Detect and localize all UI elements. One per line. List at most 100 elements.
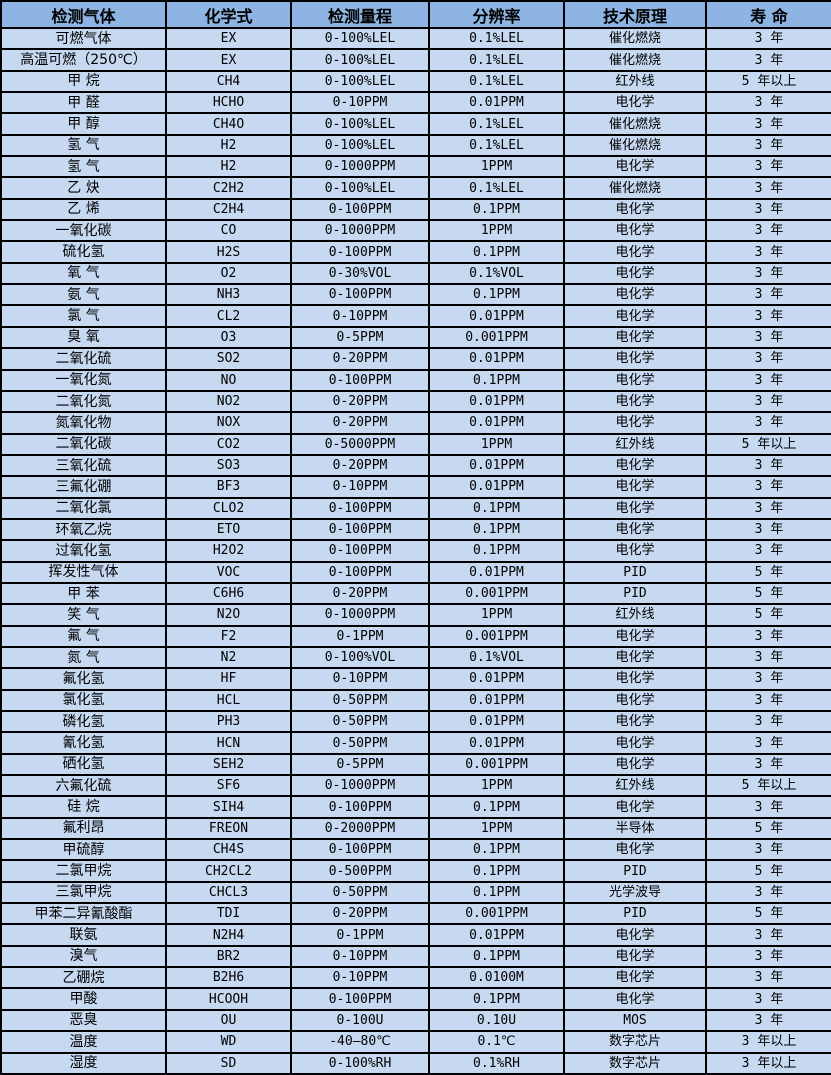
table-cell: 0.01PPM bbox=[428, 389, 565, 414]
table-cell: ETO bbox=[165, 517, 292, 542]
table-cell: 0-50PPM bbox=[290, 880, 430, 905]
table-cell: CH4 bbox=[165, 69, 292, 94]
table-cell: 0-5PPM bbox=[290, 325, 430, 350]
table-cell: 0-1000PPM bbox=[290, 774, 430, 798]
table-cell: 电化学 bbox=[563, 304, 707, 328]
table-row: 高温可燃（250℃） EX 0-100%LEL 0.1%LEL 催化燃烧 3 年 bbox=[0, 48, 831, 72]
table-cell: 5 年 bbox=[705, 560, 831, 584]
table-cell: 1PPM bbox=[428, 155, 565, 179]
table-cell: 0.1PPM bbox=[428, 987, 565, 1011]
table-cell: 5 年 bbox=[705, 902, 831, 926]
table-cell: 0.1%LEL bbox=[428, 112, 565, 136]
table-cell: 0.001PPM bbox=[428, 624, 565, 648]
table-cell: 0.01PPM bbox=[428, 560, 565, 584]
table-cell: 0-100PPM bbox=[290, 539, 430, 563]
table-row: 湿度 SD 0-100%RH 0.1%RH 数字芯片 3 年以上 bbox=[0, 1051, 831, 1075]
table-cell: 3 年 bbox=[705, 795, 831, 819]
table-cell: 0-100PPM bbox=[290, 560, 430, 584]
table-row: 磷化氢 PH3 0-50PPM 0.01PPM 电化学 3 年 bbox=[0, 709, 831, 734]
table-cell: 0-100%LEL bbox=[290, 69, 430, 94]
table-cell: PID bbox=[563, 560, 707, 584]
table-cell: 0-100PPM bbox=[290, 496, 430, 520]
table-row: 氨 气 NH3 0-100PPM 0.1PPM 电化学 3 年 bbox=[0, 283, 831, 307]
table-cell: CHCL3 bbox=[165, 880, 292, 905]
table-cell: N2H4 bbox=[165, 923, 292, 947]
table-cell: 0.1%LEL bbox=[428, 48, 565, 72]
table-cell: 一氧化氮 bbox=[0, 368, 167, 392]
table-cell: F2 bbox=[165, 624, 292, 648]
table-cell: 红外线 bbox=[563, 774, 707, 798]
table-cell: 0.01PPM bbox=[428, 731, 565, 755]
table-cell: 红外线 bbox=[563, 432, 707, 456]
table-row: 二氧化氯 CLO2 0-100PPM 0.1PPM 电化学 3 年 bbox=[0, 496, 831, 520]
table-cell: 3 年以上 bbox=[705, 1030, 831, 1054]
table-cell: 电化学 bbox=[563, 283, 707, 307]
table-cell: 溴气 bbox=[0, 944, 167, 969]
table-cell: 0-100PPM bbox=[290, 368, 430, 392]
table-cell: 电化学 bbox=[563, 517, 707, 542]
table-cell: 二氯甲烷 bbox=[0, 859, 167, 883]
table-cell: 电化学 bbox=[563, 795, 707, 819]
table-row: 联氨 N2H4 0-1PPM 0.01PPM 电化学 3 年 bbox=[0, 923, 831, 947]
table-cell: 乙硼烷 bbox=[0, 966, 167, 990]
table-cell: 电化学 bbox=[563, 240, 707, 264]
table-cell: SD bbox=[165, 1051, 292, 1075]
table-cell: 电化学 bbox=[563, 923, 707, 947]
table-row: 乙 烯 C2H4 0-100PPM 0.1PPM 电化学 3 年 bbox=[0, 197, 831, 222]
table-cell: NOX bbox=[165, 411, 292, 435]
table-cell: 3 年 bbox=[705, 389, 831, 414]
table-cell: 电化学 bbox=[563, 667, 707, 691]
table-cell: 电化学 bbox=[563, 987, 707, 1011]
table-row: 甲 烷 CH4 0-100%LEL 0.1%LEL 红外线 5 年以上 bbox=[0, 69, 831, 94]
table-cell: 0.1PPM bbox=[428, 197, 565, 222]
table-cell: 六氟化硫 bbox=[0, 774, 167, 798]
table-cell: 甲 醛 bbox=[0, 91, 167, 115]
table-row: 甲酸 HCOOH 0-100PPM 0.1PPM 电化学 3 年 bbox=[0, 987, 831, 1011]
table-cell: 二氧化氮 bbox=[0, 389, 167, 414]
table-cell: 0-100%LEL bbox=[290, 48, 430, 72]
table-cell: 0.01PPM bbox=[428, 91, 565, 115]
column-header-3: 分辨率 bbox=[428, 0, 565, 29]
table-cell: 0.001PPM bbox=[428, 902, 565, 926]
table-cell: HCL bbox=[165, 688, 292, 713]
table-cell: 0-10PPM bbox=[290, 944, 430, 969]
table-cell: 0-20PPM bbox=[290, 581, 430, 606]
table-cell: NO bbox=[165, 368, 292, 392]
table-cell: 3 年 bbox=[705, 304, 831, 328]
table-cell: 硅 烷 bbox=[0, 795, 167, 819]
table-cell: 0-100%LEL bbox=[290, 176, 430, 200]
table-cell: 0.01PPM bbox=[428, 347, 565, 371]
table-row: 挥发性气体 VOC 0-100PPM 0.01PPM PID 5 年 bbox=[0, 560, 831, 584]
table-cell: SO3 bbox=[165, 453, 292, 478]
table-cell: MOS bbox=[563, 1008, 707, 1033]
table-cell: 0-10PPM bbox=[290, 966, 430, 990]
table-row: 乙 炔 C2H2 0-100%LEL 0.1%LEL 催化燃烧 3 年 bbox=[0, 176, 831, 200]
table-cell: 氟 气 bbox=[0, 624, 167, 648]
table-cell: C2H2 bbox=[165, 176, 292, 200]
table-cell: 0-5PPM bbox=[290, 752, 430, 777]
table-cell: 3 年 bbox=[705, 112, 831, 136]
table-cell: 电化学 bbox=[563, 645, 707, 670]
table-cell: 0-100U bbox=[290, 1008, 430, 1033]
table-cell: BF3 bbox=[165, 475, 292, 499]
table-cell: 3 年 bbox=[705, 411, 831, 435]
table-cell: 3 年 bbox=[705, 645, 831, 670]
table-cell: 电化学 bbox=[563, 709, 707, 734]
table-cell: CL2 bbox=[165, 304, 292, 328]
table-row: 臭 氧 O3 0-5PPM 0.001PPM 电化学 3 年 bbox=[0, 325, 831, 350]
table-row: 氟利昂 FREON 0-2000PPM 1PPM 半导体 5 年 bbox=[0, 816, 831, 841]
table-cell: 甲 苯 bbox=[0, 581, 167, 606]
table-cell: 三氟化硼 bbox=[0, 475, 167, 499]
table-cell: 电化学 bbox=[563, 475, 707, 499]
table-cell: 可燃气体 bbox=[0, 26, 167, 51]
table-cell: 电化学 bbox=[563, 197, 707, 222]
table-cell: 电化学 bbox=[563, 368, 707, 392]
table-cell: 0.01PPM bbox=[428, 475, 565, 499]
table-row: 一氧化氮 NO 0-100PPM 0.1PPM 电化学 3 年 bbox=[0, 368, 831, 392]
table-cell: 0.001PPM bbox=[428, 752, 565, 777]
table-cell: 电化学 bbox=[563, 219, 707, 243]
table-cell: 0-10PPM bbox=[290, 91, 430, 115]
table-cell: 5 年 bbox=[705, 859, 831, 883]
table-cell: 0-20PPM bbox=[290, 347, 430, 371]
table-cell: 湿度 bbox=[0, 1051, 167, 1075]
